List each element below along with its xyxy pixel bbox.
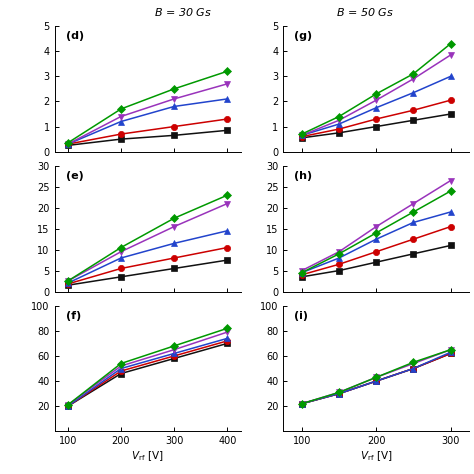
Text: (e): (e) bbox=[66, 171, 83, 181]
X-axis label: $V_{\rm rf}$ [V]: $V_{\rm rf}$ [V] bbox=[131, 449, 164, 463]
Text: (h): (h) bbox=[294, 171, 312, 181]
X-axis label: $V_{\rm rf}$ [V]: $V_{\rm rf}$ [V] bbox=[360, 449, 392, 463]
Text: (i): (i) bbox=[294, 311, 309, 321]
Text: (d): (d) bbox=[66, 31, 84, 41]
Text: $B$ = 30 Gs: $B$ = 30 Gs bbox=[154, 6, 211, 18]
Text: (f): (f) bbox=[66, 311, 81, 321]
Text: $B$ = 50 Gs: $B$ = 50 Gs bbox=[336, 6, 394, 18]
Text: (g): (g) bbox=[294, 31, 312, 41]
